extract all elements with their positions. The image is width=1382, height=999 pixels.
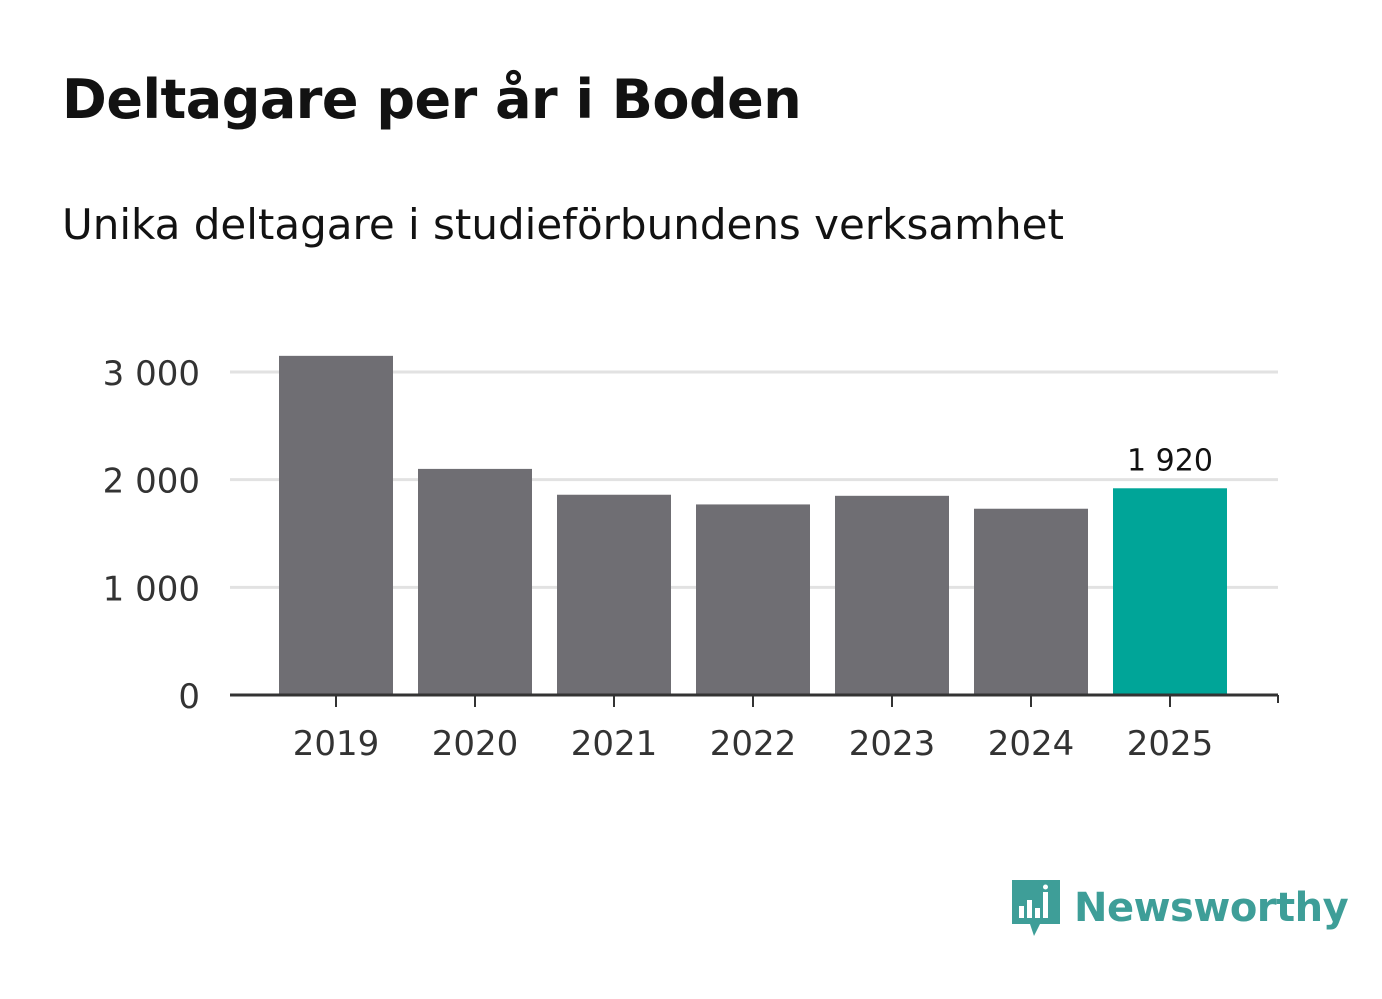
- bar-2023: [835, 495, 949, 695]
- x-tick-label: 2019: [293, 724, 380, 764]
- x-tick-label: 2020: [432, 724, 519, 764]
- newsworthy-logo: Newsworthy: [1010, 878, 1349, 938]
- bar-2019: [279, 355, 393, 695]
- chart-title: Deltagare per år i Boden: [62, 68, 802, 131]
- x-tick-label: 2025: [1127, 724, 1214, 764]
- bar-2025: [1113, 488, 1227, 695]
- label-layer: 0 1 000 2 000 3 000 2019 2020 2021 2022 2023 2024…: [103, 354, 1214, 764]
- bar-2022: [696, 504, 810, 695]
- bar-2020: [418, 468, 532, 695]
- newsworthy-logo-icon: [1012, 880, 1060, 936]
- x-tick-label: 2024: [988, 724, 1075, 764]
- bar-2021: [557, 494, 671, 695]
- newsworthy-logo-text: Newsworthy: [1074, 885, 1349, 931]
- axis-layer: [230, 693, 1279, 707]
- x-tick-label: 2022: [710, 724, 797, 764]
- data-label-2025: 1 920: [1127, 443, 1213, 478]
- chart-subtitle: Unika deltagare i studieförbundens verks…: [62, 200, 1064, 249]
- y-tick-label: 2 000: [103, 462, 200, 502]
- y-tick-label: 3 000: [103, 354, 200, 394]
- x-tick-label: 2023: [849, 724, 936, 764]
- y-tick-label: 0: [178, 677, 200, 717]
- y-tick-label: 1 000: [103, 569, 200, 609]
- bar-layer: [279, 355, 1227, 695]
- x-tick-label: 2021: [571, 724, 658, 764]
- bar-2024: [974, 508, 1088, 695]
